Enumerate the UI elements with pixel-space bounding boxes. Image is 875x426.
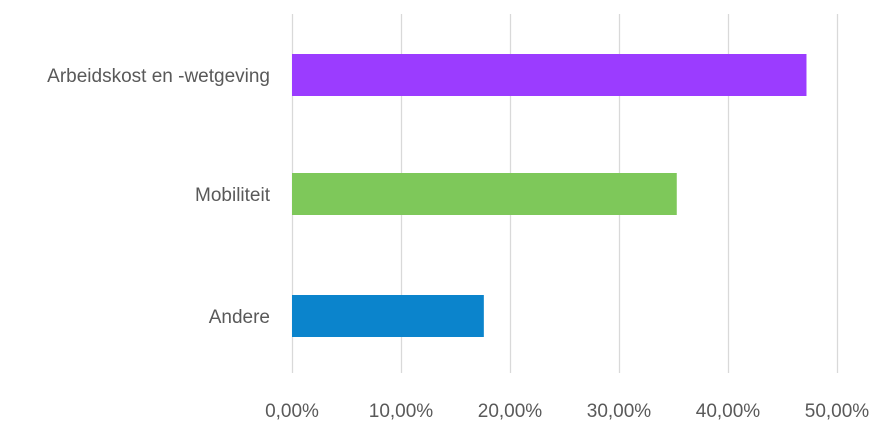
x-tick-label: 30,00%: [587, 401, 652, 421]
category-labels: Arbeidskost en -wetgeving Mobiliteit Ander…: [47, 66, 271, 328]
x-tick-label: 0,00%: [265, 401, 319, 421]
x-tick-label: 10,00%: [369, 401, 434, 421]
x-tick-label: 20,00%: [478, 401, 543, 421]
bar: [292, 295, 484, 337]
category-label: Andere: [209, 307, 270, 328]
bar: [292, 173, 677, 215]
category-label: Mobiliteit: [195, 185, 271, 206]
bar: [292, 54, 807, 96]
category-label: Arbeidskost en -wetgeving: [47, 66, 270, 87]
x-axis-tick-labels: 0,00% 10,00% 20,00% 30,00% 40,00% 50,00%: [265, 401, 870, 422]
x-tick-label: 50,00%: [805, 401, 870, 421]
bars-group: [292, 54, 807, 337]
x-tick-label: 40,00%: [696, 401, 761, 421]
